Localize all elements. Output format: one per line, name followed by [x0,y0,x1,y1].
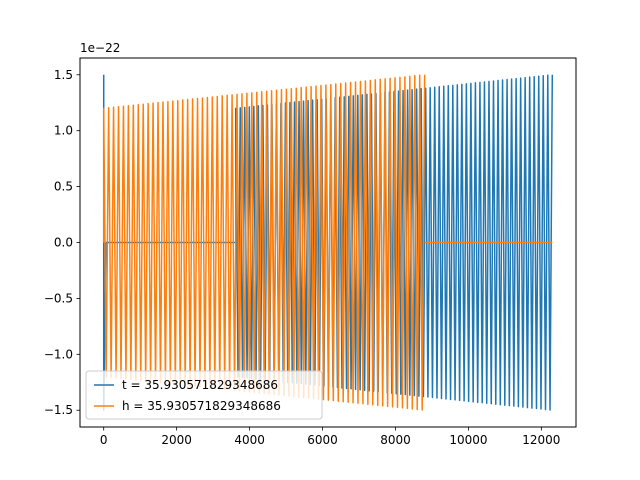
y-tick-label: 1.0 [54,124,73,138]
x-tick-label: 12000 [522,433,560,447]
legend-label-t: t = 35.930571829348686 [122,378,278,392]
y-tick-label: −1.0 [44,347,73,361]
y-axis-ticks: −1.5 −1.0 −0.5 0.0 0.5 1.0 1.5 [44,68,80,417]
x-tick-label: 6000 [307,433,338,447]
y-offset-label: 1e−22 [80,41,120,55]
x-tick-label: 8000 [380,433,411,447]
series-line-h [102,74,553,411]
x-tick-label: 2000 [161,433,192,447]
x-tick-label: 0 [100,433,108,447]
y-tick-label: −1.5 [44,403,73,417]
y-tick-label: −0.5 [44,291,73,305]
y-tick-label: 0.0 [54,236,73,250]
legend: t = 35.930571829348686 h = 35.93057182934… [85,370,323,420]
legend-label-h: h = 35.930571829348686 [122,399,281,413]
legend-box [85,370,323,420]
y-tick-label: 0.5 [54,180,73,194]
y-tick-label: 1.5 [54,68,73,82]
plot-series-group [102,74,554,411]
x-tick-label: 4000 [234,433,265,447]
x-tick-label: 10000 [449,433,487,447]
x-axis-ticks: 0 2000 4000 6000 8000 10000 12000 [100,427,560,447]
